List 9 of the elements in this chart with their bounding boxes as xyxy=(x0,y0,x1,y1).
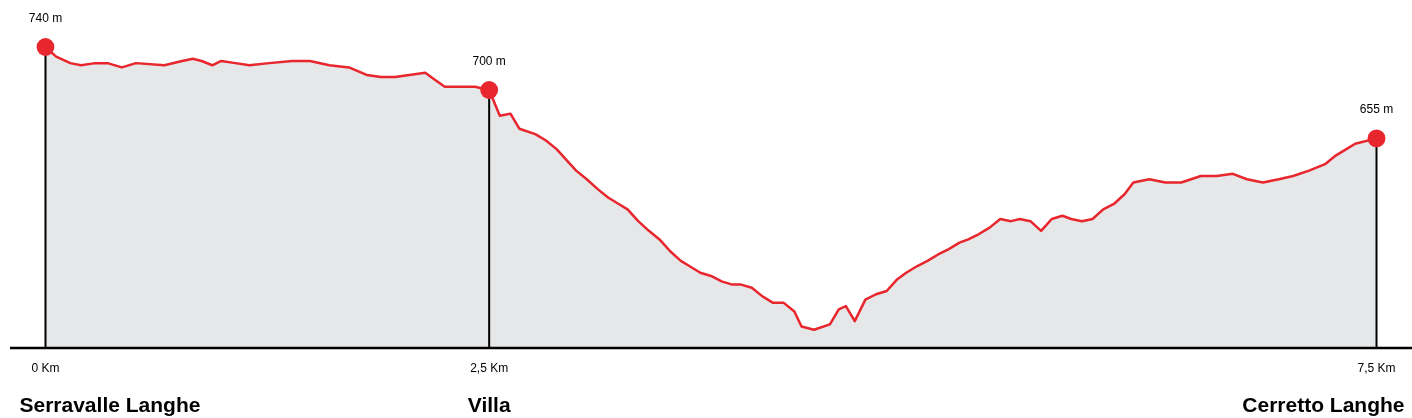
x-tick-label: 2,5 Km xyxy=(470,361,509,375)
ref-line-label: Serravalle Langhe xyxy=(19,393,201,416)
data-label: 740 m xyxy=(28,11,63,25)
x-tick-label: 0 Km xyxy=(31,361,60,375)
ref-line-label: Villa xyxy=(467,393,511,416)
ref-line-label: Cerretto Langhe xyxy=(1242,393,1405,416)
x-tick-label: 7,5 Km xyxy=(1357,361,1396,375)
data-label: 700 m xyxy=(472,54,506,68)
data-label: 655 m xyxy=(1359,102,1394,117)
